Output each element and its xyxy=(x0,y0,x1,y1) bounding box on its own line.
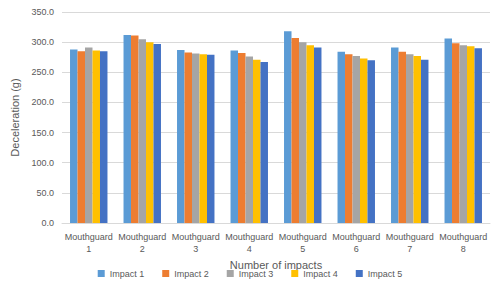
svg-text:Mouthguard: Mouthguard xyxy=(172,232,220,242)
svg-text:6: 6 xyxy=(354,244,359,254)
svg-text:3: 3 xyxy=(193,244,198,254)
svg-text:Impact 4: Impact 4 xyxy=(303,269,338,279)
svg-text:250.0: 250.0 xyxy=(31,67,54,77)
svg-text:Impact 1: Impact 1 xyxy=(110,269,145,279)
svg-text:100.0: 100.0 xyxy=(31,158,54,168)
svg-text:350.0: 350.0 xyxy=(31,7,54,17)
svg-text:Mouthguard: Mouthguard xyxy=(65,232,113,242)
svg-text:Deceleration (g): Deceleration (g) xyxy=(9,78,21,156)
svg-text:Mouthguard: Mouthguard xyxy=(332,232,380,242)
svg-text:150.0: 150.0 xyxy=(31,128,54,138)
svg-text:Mouthguard: Mouthguard xyxy=(279,232,327,242)
svg-text:Mouthguard: Mouthguard xyxy=(439,232,487,242)
svg-text:2: 2 xyxy=(140,244,145,254)
svg-text:Mouthguard: Mouthguard xyxy=(225,232,273,242)
svg-text:7: 7 xyxy=(407,244,412,254)
svg-text:4: 4 xyxy=(247,244,252,254)
svg-text:50.0: 50.0 xyxy=(36,188,54,198)
svg-text:1: 1 xyxy=(86,244,91,254)
svg-text:0.0: 0.0 xyxy=(41,218,54,228)
svg-text:Impact 3: Impact 3 xyxy=(239,269,274,279)
svg-text:200.0: 200.0 xyxy=(31,97,54,107)
svg-text:Number of impacts: Number of impacts xyxy=(229,259,323,272)
svg-text:Mouthguard: Mouthguard xyxy=(386,232,434,242)
svg-text:300.0: 300.0 xyxy=(31,37,54,47)
svg-text:Impact 5: Impact 5 xyxy=(368,269,403,279)
svg-text:8: 8 xyxy=(461,244,466,254)
svg-text:Impact 2: Impact 2 xyxy=(174,269,209,279)
svg-text:Mouthguard: Mouthguard xyxy=(118,232,166,242)
svg-text:5: 5 xyxy=(300,244,305,254)
